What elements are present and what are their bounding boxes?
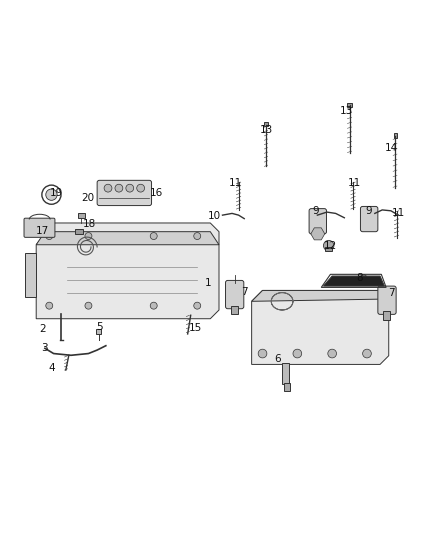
FancyBboxPatch shape	[226, 280, 244, 309]
Circle shape	[115, 184, 123, 192]
Text: 15: 15	[189, 324, 202, 333]
Text: 1: 1	[205, 278, 212, 288]
FancyBboxPatch shape	[360, 206, 378, 232]
Text: 7: 7	[389, 288, 395, 298]
Polygon shape	[252, 290, 389, 365]
Bar	[383, 311, 390, 320]
Text: 9: 9	[312, 206, 319, 216]
Text: 14: 14	[385, 143, 399, 152]
Bar	[325, 247, 332, 251]
Text: 12: 12	[324, 241, 337, 251]
Text: 18: 18	[83, 219, 96, 229]
Circle shape	[137, 184, 145, 192]
Polygon shape	[36, 223, 219, 319]
Bar	[264, 122, 268, 126]
Text: 20: 20	[81, 193, 94, 203]
Polygon shape	[25, 254, 36, 297]
Bar	[282, 363, 289, 384]
Text: 19: 19	[50, 188, 63, 198]
Bar	[359, 277, 368, 282]
Bar	[78, 213, 85, 218]
Circle shape	[363, 349, 371, 358]
Circle shape	[360, 274, 367, 280]
FancyBboxPatch shape	[24, 218, 55, 237]
Circle shape	[323, 240, 334, 251]
Circle shape	[85, 302, 92, 309]
Circle shape	[328, 349, 336, 358]
FancyBboxPatch shape	[309, 208, 326, 234]
Bar	[75, 229, 83, 234]
FancyBboxPatch shape	[378, 286, 396, 314]
Polygon shape	[36, 232, 219, 245]
Circle shape	[150, 302, 157, 309]
Text: 4: 4	[48, 363, 55, 373]
Circle shape	[258, 349, 267, 358]
FancyBboxPatch shape	[97, 180, 152, 206]
Circle shape	[194, 302, 201, 309]
Circle shape	[85, 232, 92, 239]
Text: 5: 5	[96, 322, 102, 333]
Bar	[347, 103, 352, 107]
Text: 17: 17	[36, 226, 49, 236]
Circle shape	[104, 184, 112, 192]
Circle shape	[46, 232, 53, 239]
Text: 11: 11	[392, 208, 405, 218]
Text: 3: 3	[42, 343, 48, 353]
Text: 9: 9	[365, 206, 371, 216]
Circle shape	[293, 349, 302, 358]
Polygon shape	[323, 276, 385, 286]
Polygon shape	[252, 290, 380, 301]
Circle shape	[46, 189, 57, 200]
Text: 13: 13	[339, 106, 353, 116]
Text: 2: 2	[39, 324, 46, 334]
Text: 7: 7	[241, 287, 247, 297]
Polygon shape	[311, 228, 325, 240]
Text: 11: 11	[229, 177, 242, 188]
Circle shape	[194, 232, 201, 239]
Bar	[284, 383, 290, 391]
Text: 6: 6	[275, 354, 281, 364]
Text: 13: 13	[259, 125, 272, 135]
Text: 8: 8	[356, 273, 363, 283]
Text: 10: 10	[208, 211, 221, 221]
Bar	[231, 305, 238, 314]
Bar	[393, 133, 397, 138]
Bar	[96, 329, 102, 334]
Text: 16: 16	[150, 188, 163, 198]
Circle shape	[150, 232, 157, 239]
Circle shape	[126, 184, 134, 192]
Circle shape	[46, 302, 53, 309]
Text: 11: 11	[348, 177, 361, 188]
